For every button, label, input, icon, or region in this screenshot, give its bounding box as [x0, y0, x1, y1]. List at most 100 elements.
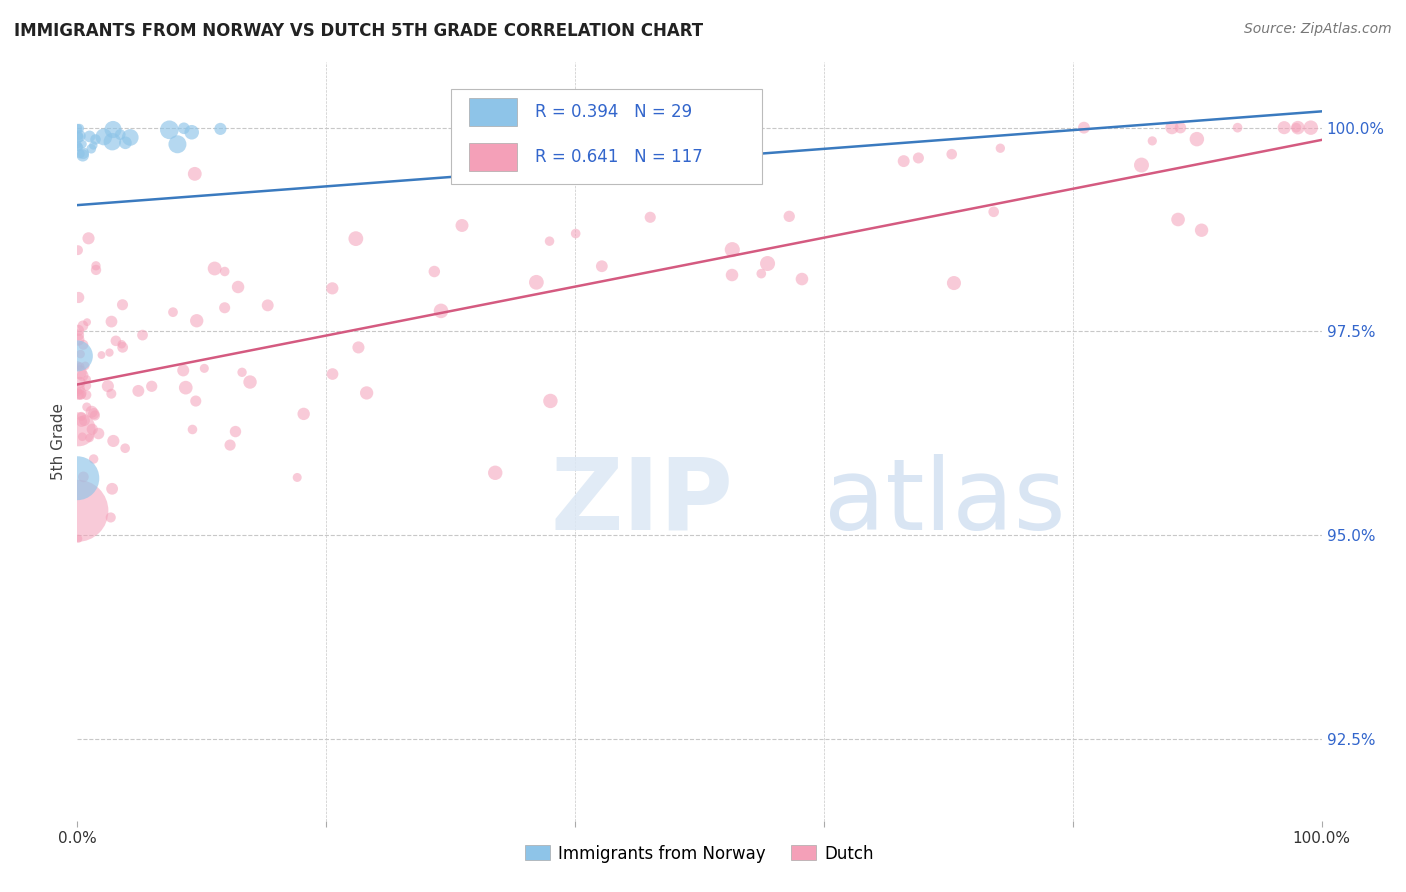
- Point: [893, 154, 915, 169]
- Point: [101, 122, 124, 136]
- Point: [66, 121, 89, 136]
- Point: [907, 151, 929, 165]
- Point: [219, 438, 242, 452]
- Point: [127, 384, 149, 398]
- Point: [749, 267, 772, 281]
- Point: [66, 359, 89, 373]
- Point: [285, 470, 308, 484]
- Text: Source: ZipAtlas.com: Source: ZipAtlas.com: [1244, 22, 1392, 37]
- Point: [82, 422, 104, 436]
- Point: [322, 367, 344, 381]
- Point: [430, 304, 453, 318]
- Point: [166, 137, 188, 152]
- Point: [983, 204, 1005, 219]
- Point: [181, 422, 204, 436]
- Point: [75, 359, 97, 373]
- Point: [69, 386, 91, 401]
- Point: [100, 315, 122, 329]
- Legend: Immigrants from Norway, Dutch: Immigrants from Norway, Dutch: [519, 838, 880, 869]
- Point: [1161, 120, 1184, 135]
- Point: [97, 379, 120, 393]
- Point: [67, 328, 90, 343]
- Point: [76, 400, 98, 414]
- Point: [131, 328, 153, 343]
- Point: [90, 348, 112, 362]
- Point: [321, 281, 343, 295]
- Y-axis label: 5th Grade: 5th Grade: [51, 403, 66, 480]
- Point: [184, 394, 207, 409]
- Point: [114, 136, 136, 150]
- Point: [84, 259, 107, 273]
- Point: [790, 272, 813, 286]
- Point: [111, 340, 134, 354]
- Point: [67, 387, 90, 401]
- Point: [224, 425, 246, 439]
- Point: [108, 128, 131, 142]
- Point: [638, 163, 661, 178]
- Point: [69, 365, 91, 379]
- Point: [344, 232, 367, 246]
- Point: [69, 359, 91, 374]
- Point: [69, 387, 91, 401]
- Point: [66, 243, 89, 257]
- Point: [778, 210, 800, 224]
- Point: [638, 211, 661, 225]
- Point: [942, 276, 965, 290]
- Point: [69, 121, 91, 136]
- Point: [1167, 212, 1189, 227]
- Point: [66, 137, 89, 152]
- Point: [67, 128, 90, 143]
- Point: [204, 261, 226, 276]
- Point: [103, 434, 125, 448]
- Point: [347, 340, 370, 354]
- Point: [72, 470, 94, 484]
- Point: [80, 405, 103, 419]
- Point: [67, 333, 90, 347]
- Point: [69, 376, 91, 390]
- Point: [1272, 120, 1295, 135]
- Point: [72, 137, 94, 152]
- Text: R = 0.394   N = 29: R = 0.394 N = 29: [536, 103, 692, 121]
- Point: [72, 146, 94, 161]
- Point: [173, 121, 195, 136]
- Point: [184, 167, 207, 181]
- Point: [82, 138, 104, 153]
- Point: [214, 301, 236, 315]
- Point: [1185, 132, 1208, 146]
- Point: [988, 141, 1011, 155]
- Point: [72, 318, 94, 333]
- Point: [239, 375, 262, 389]
- Point: [101, 135, 124, 149]
- Point: [75, 378, 97, 392]
- Point: [209, 122, 232, 136]
- Point: [538, 234, 561, 248]
- Point: [75, 388, 97, 402]
- Text: atlas: atlas: [824, 454, 1066, 550]
- Point: [83, 407, 105, 421]
- Point: [67, 532, 90, 546]
- Point: [79, 431, 101, 445]
- Point: [98, 345, 121, 359]
- Point: [100, 510, 122, 524]
- Point: [67, 140, 90, 154]
- Point: [214, 264, 236, 278]
- Point: [83, 452, 105, 467]
- Point: [1299, 120, 1322, 135]
- Point: [72, 430, 94, 444]
- Point: [186, 314, 208, 328]
- Point: [70, 414, 93, 428]
- Point: [66, 504, 89, 518]
- Point: [69, 347, 91, 361]
- Point: [538, 394, 561, 409]
- Point: [1191, 223, 1213, 237]
- Point: [70, 409, 93, 424]
- Point: [111, 298, 134, 312]
- Point: [67, 422, 90, 436]
- Point: [77, 231, 100, 245]
- Point: [114, 441, 136, 455]
- Point: [1285, 120, 1308, 135]
- Point: [84, 263, 107, 277]
- Point: [67, 382, 90, 396]
- Point: [66, 384, 89, 399]
- Point: [756, 256, 779, 270]
